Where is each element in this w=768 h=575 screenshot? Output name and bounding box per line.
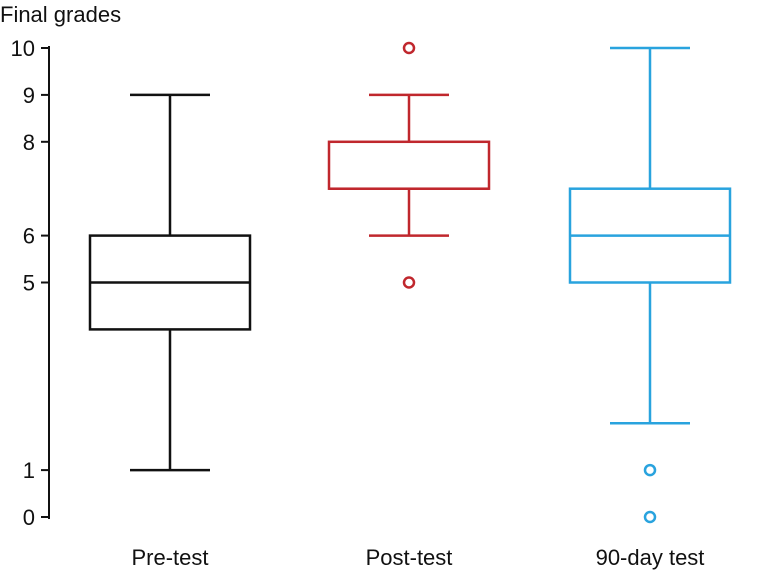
box-pre-test — [88, 93, 252, 472]
y-tick-label: 9 — [23, 83, 35, 108]
y-axis: 0 1 5 6 8 9 10 — [11, 36, 50, 530]
outlier-point — [643, 463, 657, 477]
y-tick-label: 0 — [23, 505, 35, 530]
y-tick-label: 10 — [11, 36, 35, 61]
y-tick-label: 6 — [23, 224, 35, 249]
x-category-label: 90-day test — [596, 545, 705, 570]
x-axis-category-labels: Pre-test Post-test 90-day test — [131, 545, 704, 570]
outlier-point — [643, 510, 657, 524]
y-tick-label: 8 — [23, 130, 35, 155]
box-90-day-test — [568, 46, 732, 524]
y-axis-title: Final grades — [0, 2, 121, 27]
y-tick-label: 5 — [23, 271, 35, 296]
box-series-group — [88, 41, 732, 524]
interquartile-box — [327, 140, 491, 190]
outlier-point — [402, 41, 416, 55]
y-tick-label: 1 — [23, 458, 35, 483]
outlier-point — [402, 276, 416, 289]
x-category-label: Post-test — [366, 545, 453, 570]
box-post-test — [327, 41, 491, 289]
x-category-label: Pre-test — [131, 545, 208, 570]
